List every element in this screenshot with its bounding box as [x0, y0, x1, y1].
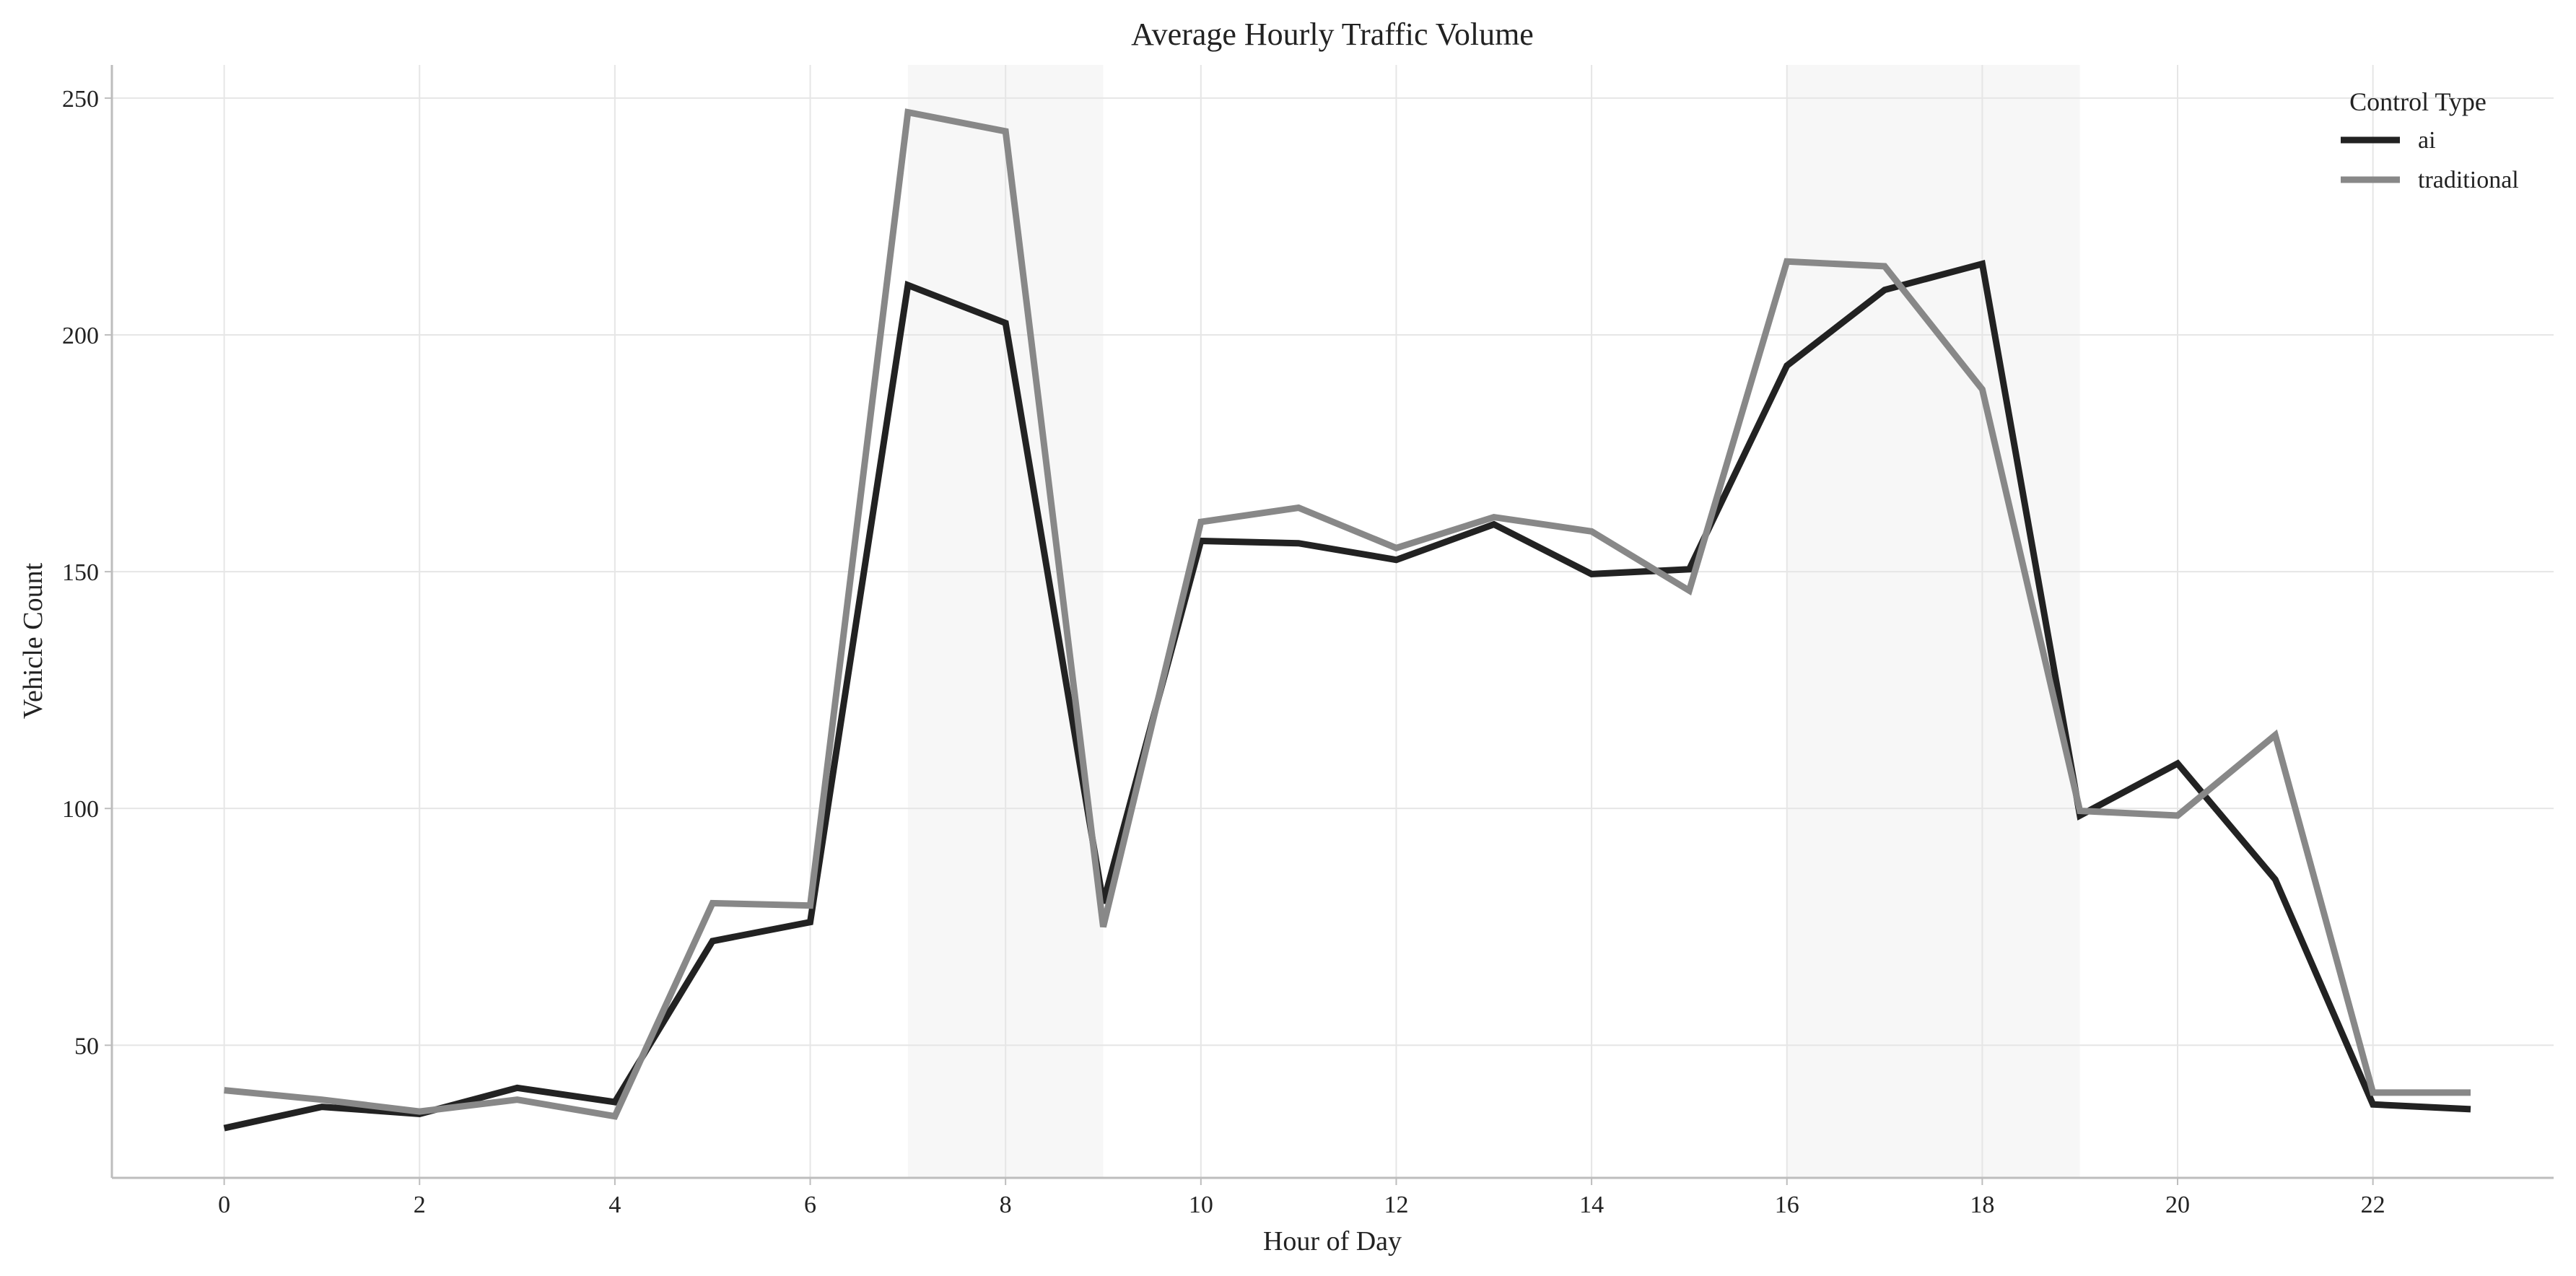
series-lines	[223, 108, 2471, 1132]
y-tick-label: 100	[62, 796, 99, 823]
axes	[110, 65, 2554, 1179]
x-tick-label: 6	[804, 1192, 816, 1218]
legend-label-traditional: traditional	[2418, 167, 2519, 193]
y-tick-label: 250	[62, 86, 99, 113]
x-tick-label: 12	[1384, 1192, 1408, 1218]
x-tick-label: 14	[1579, 1192, 1604, 1218]
x-tick-label: 16	[1775, 1192, 1799, 1218]
x-axis-label: Hour of Day	[1263, 1226, 1402, 1257]
x-tick-label: 20	[2165, 1192, 2190, 1218]
x-tick-label: 8	[1000, 1192, 1012, 1218]
y-axis-label: Vehicle Count	[18, 562, 48, 719]
legend-items: ai traditional	[2341, 127, 2519, 193]
tick-labels: 0 2 4 6 8 10 12 14 16 18 20 22 50 100 150 200 250	[62, 86, 2385, 1218]
shaded-range-1	[1786, 65, 2080, 1178]
x-tick-label: 10	[1189, 1192, 1213, 1218]
legend: Control Type ai traditional	[2341, 87, 2519, 193]
x-tick-label: 22	[2361, 1192, 2385, 1218]
y-tick-label: 200	[62, 323, 99, 349]
shaded-periods	[907, 65, 2080, 1178]
x-tick-label: 18	[1970, 1192, 1994, 1218]
chart-title: Average Hourly Traffic Volume	[1131, 17, 1534, 52]
series-line-traditional	[224, 108, 2471, 1120]
y-tick-label: 150	[62, 559, 99, 586]
x-tick-label: 0	[218, 1192, 230, 1218]
legend-label-ai: ai	[2418, 127, 2436, 154]
gridlines	[112, 65, 2554, 1178]
y-tick-label: 50	[74, 1033, 99, 1059]
legend-title: Control Type	[2349, 87, 2487, 116]
x-tick-label: 2	[414, 1192, 426, 1218]
series-line-ai	[223, 259, 2471, 1132]
x-tick-label: 4	[608, 1192, 621, 1218]
